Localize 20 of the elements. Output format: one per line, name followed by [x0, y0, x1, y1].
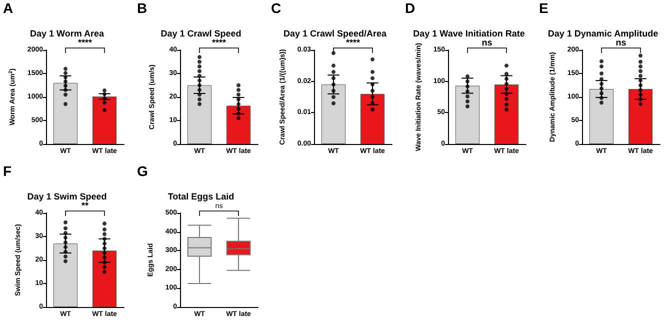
text: B — [137, 0, 148, 16]
text: **** — [212, 38, 226, 48]
text: G — [137, 163, 148, 179]
chart-title: Day 1 Crawl Speed — [160, 28, 242, 38]
text: ** — [81, 200, 89, 210]
chart-title: Day 1 Crawl Speed/Area — [283, 28, 388, 38]
text: ns — [482, 38, 492, 48]
text: A — [3, 0, 14, 16]
chart-title: Total Eggs Laid — [168, 192, 234, 202]
chart-title: Day 1 Wave Initiation Rate — [413, 28, 525, 38]
chart-title: Day 1 Dynamic Amplitude — [548, 28, 658, 38]
chart-title: Day 1 Swim Speed — [27, 192, 107, 202]
text: C — [271, 0, 282, 16]
text: F — [3, 163, 12, 179]
text: **** — [78, 38, 92, 48]
text: **** — [346, 38, 360, 48]
text: D — [405, 0, 416, 16]
text: E — [539, 0, 548, 16]
chart-title: Day 1 Worm Area — [30, 28, 106, 38]
text: ns — [616, 38, 626, 48]
